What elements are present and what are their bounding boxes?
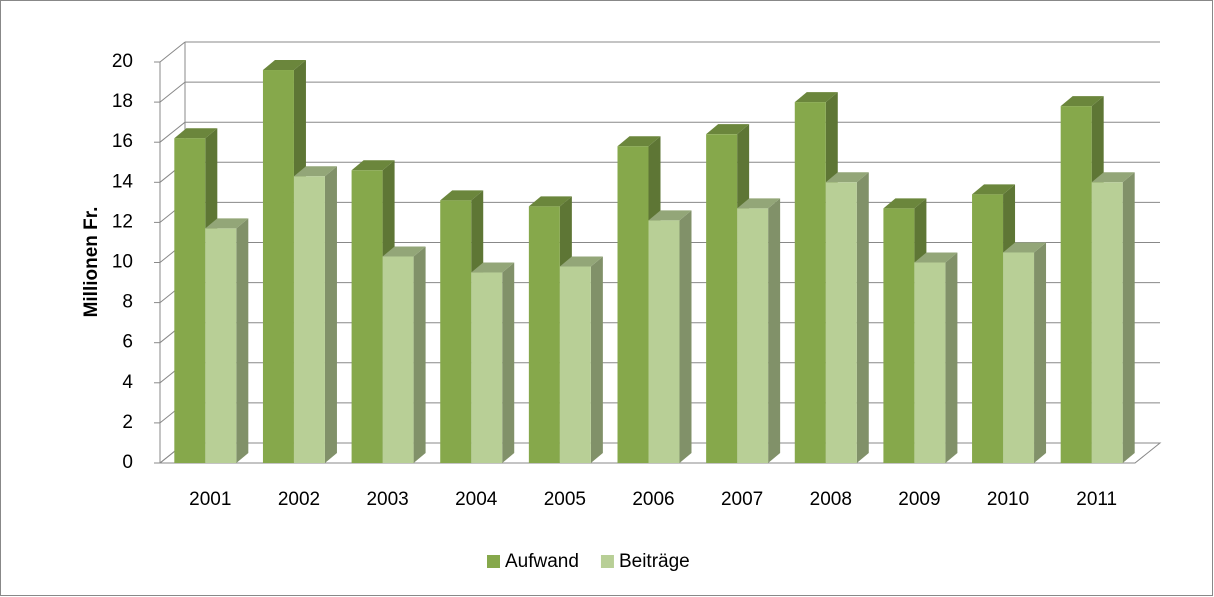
y-tick-label: 20 — [112, 51, 133, 72]
y-tick-label: 8 — [122, 292, 133, 313]
bar — [1091, 182, 1123, 464]
bar-top — [174, 128, 218, 139]
bar-top — [382, 246, 426, 257]
bar-top — [1003, 242, 1047, 253]
y-tick-label: 2 — [122, 412, 133, 433]
bar-top — [559, 256, 603, 267]
bar-top — [972, 184, 1016, 195]
y-tick-label: 4 — [122, 372, 133, 393]
bar-top — [262, 60, 306, 71]
bar-top — [737, 198, 781, 209]
bar-top — [794, 92, 838, 103]
bar-side — [324, 166, 337, 463]
y-tick-label: 10 — [112, 252, 133, 273]
x-tick-label: 2010 — [987, 489, 1029, 510]
y-tick-label: 12 — [112, 211, 133, 232]
y-axis-title: Millionen Fr. — [81, 207, 102, 318]
bar-top — [648, 210, 692, 221]
bar — [1060, 106, 1092, 464]
bar-top — [1060, 96, 1104, 107]
bar-side — [945, 252, 958, 463]
bar — [471, 272, 503, 463]
x-tick-label: 2008 — [810, 489, 852, 510]
bar — [794, 102, 826, 463]
y-tick-label: 16 — [112, 131, 133, 152]
bar-top — [883, 198, 927, 209]
x-tick-label: 2001 — [189, 489, 231, 510]
bar-top — [205, 218, 249, 229]
y-tick-label: 18 — [112, 91, 133, 112]
x-tick-label: 2002 — [278, 489, 320, 510]
x-tick-label: 2004 — [455, 489, 498, 510]
bar — [382, 256, 414, 463]
bar — [559, 266, 591, 463]
bar-top — [528, 196, 572, 207]
bar-top — [471, 262, 515, 273]
bar-top — [293, 166, 337, 177]
bar — [914, 262, 946, 463]
y-tick-label: 0 — [122, 452, 133, 473]
bar — [293, 176, 325, 463]
bar-side — [1034, 242, 1047, 463]
bar-top — [440, 190, 484, 201]
bar-side — [1122, 172, 1135, 464]
bar-side — [236, 218, 249, 463]
legend-label: Beiträge — [619, 551, 690, 572]
bar — [528, 206, 560, 464]
y-tick-label: 14 — [112, 171, 134, 192]
bar-top — [351, 160, 395, 171]
x-tick-label: 2003 — [366, 489, 408, 510]
bar — [617, 146, 649, 463]
grid-line — [159, 81, 186, 103]
x-tick-label: 2007 — [721, 489, 763, 510]
legend-label: Aufwand — [505, 551, 579, 572]
bar-side — [590, 256, 603, 463]
bar — [174, 138, 206, 463]
x-tick-label: 2009 — [898, 489, 940, 510]
y-tick-label: 6 — [122, 332, 133, 353]
bar-top — [706, 124, 750, 135]
bar-side — [768, 198, 781, 464]
bar — [351, 170, 383, 463]
legend-swatch — [600, 555, 614, 568]
bar — [737, 208, 769, 463]
bar-top — [914, 252, 958, 263]
bar — [262, 70, 294, 464]
bar — [205, 228, 237, 463]
bar — [648, 220, 680, 463]
legend-swatch — [487, 555, 500, 568]
bar — [706, 134, 738, 463]
bar-side — [856, 172, 869, 464]
bar — [825, 182, 857, 464]
bar — [1003, 252, 1035, 463]
bar-top — [825, 172, 869, 183]
bar-side — [502, 262, 515, 463]
bar-top — [617, 136, 661, 147]
bar — [440, 200, 472, 463]
grid-line — [159, 41, 186, 63]
bar-top — [1091, 172, 1135, 183]
x-tick-label: 2011 — [1076, 489, 1117, 510]
bar-side — [413, 246, 426, 463]
grid-line — [159, 121, 186, 143]
bar — [972, 194, 1004, 463]
bar-side — [679, 210, 692, 463]
bar — [883, 208, 915, 463]
x-tick-label: 2006 — [632, 489, 674, 510]
x-tick-label: 2005 — [544, 489, 586, 510]
